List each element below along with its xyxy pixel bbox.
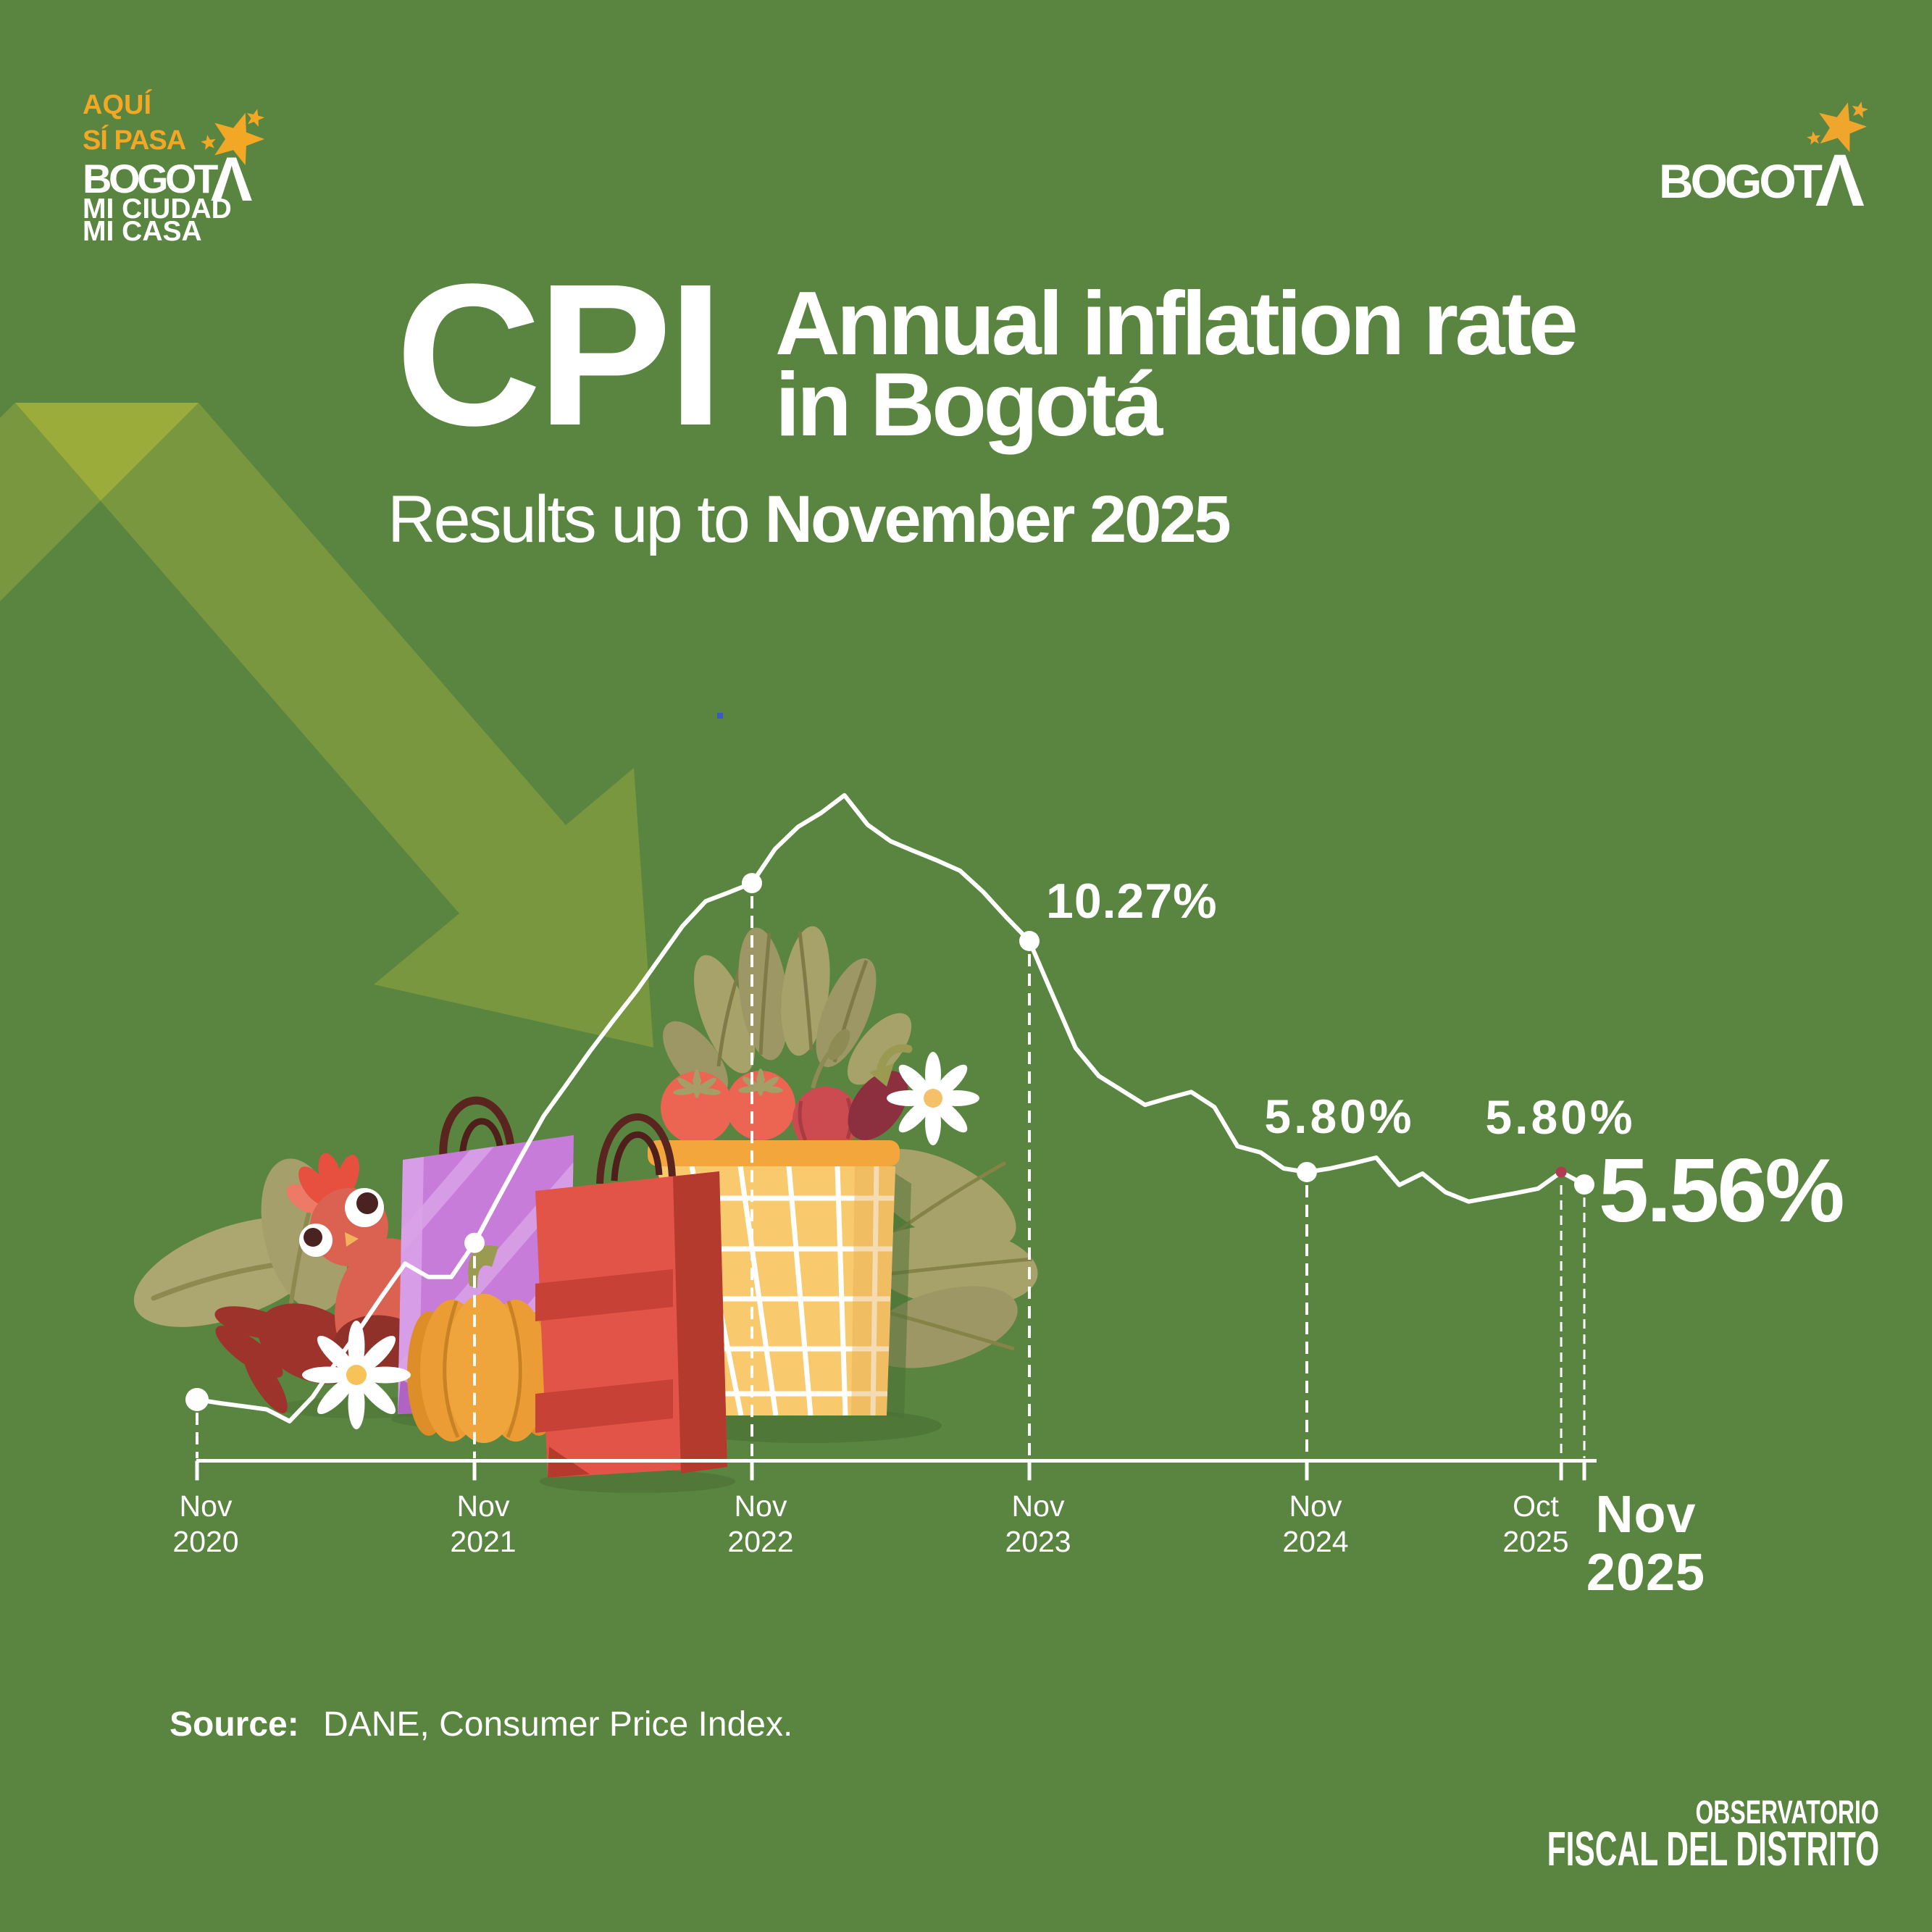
subtitle: Results up to November 2025	[388, 482, 1231, 556]
inflation-line	[195, 793, 1586, 1423]
data-point-marker	[1297, 1161, 1317, 1182]
axis-label-oct-2025: Oct 2025	[1502, 1489, 1569, 1558]
footer-fiscal: FISCAL DEL DISTRITO	[1547, 1822, 1879, 1876]
callout-nov-2023: 10.27%	[1046, 874, 1218, 929]
logo-left-line1: AQUÍ	[83, 90, 151, 120]
daisy-right	[887, 1052, 979, 1145]
callout-oct-2025: 5.80%	[1485, 1090, 1636, 1144]
footer-observatorio: OBSERVATORIO	[1695, 1794, 1879, 1831]
bird-beak	[345, 1232, 359, 1247]
eggplant	[848, 1044, 913, 1140]
axis-label-nov-2020: Nov 2020	[172, 1489, 239, 1558]
logo-left-line5: MI CASA	[83, 216, 202, 247]
callout-nov-2024: 5.80%	[1264, 1090, 1415, 1143]
data-point-marker	[185, 1387, 209, 1411]
bag-handle	[596, 1113, 676, 1184]
shadow	[887, 1174, 911, 1418]
star-icon	[1819, 102, 1867, 152]
data-point-highlight	[1555, 1166, 1567, 1178]
tomatoes	[661, 1069, 795, 1144]
data-point-marker	[1019, 931, 1040, 952]
axis-label-nov-2021: Nov 2021	[450, 1489, 517, 1558]
shadow	[540, 1470, 735, 1493]
star-icon	[1807, 131, 1820, 145]
logo-left-stars	[201, 109, 264, 166]
logo-left-line2: SÍ PASA	[83, 125, 186, 156]
star-icon	[201, 135, 216, 150]
trend-arrow-graphic	[0, 403, 653, 1047]
data-point-marker	[464, 1232, 485, 1253]
blue-dot-artifact	[717, 713, 723, 719]
bird-comb	[286, 1184, 322, 1214]
daisy-left	[302, 1321, 411, 1429]
title-heading: Annual inflation rate in Bogotá	[775, 274, 1578, 455]
axis-label-nov-2025: Nov 2025	[1586, 1486, 1706, 1602]
data-point-marker	[742, 873, 762, 894]
mountain-a: Λ	[1815, 139, 1865, 222]
axis-label-nov-2022: Nov 2022	[727, 1489, 794, 1558]
logo-right-stars	[1807, 101, 1868, 152]
star-icon	[246, 109, 264, 127]
star-icon	[1852, 101, 1868, 118]
data-point-marker	[1574, 1174, 1594, 1195]
basket-rim	[648, 1140, 900, 1166]
axis-label-nov-2023: Nov 2023	[1005, 1489, 1071, 1558]
source-note: Source: DANE, Consumer Price Index.	[170, 1705, 793, 1744]
axis-label-nov-2024: Nov 2024	[1282, 1489, 1349, 1558]
autumn-illustration	[133, 926, 1038, 1493]
shadow	[674, 1408, 942, 1443]
bag-handle	[439, 1096, 516, 1162]
logo-left-line4: MI CIUDAD	[83, 193, 232, 225]
callout-nov-2025: 5.56%	[1599, 1141, 1845, 1241]
red-bag	[535, 1113, 735, 1493]
pumpkin	[407, 1245, 561, 1443]
title-acronym: CPI	[396, 242, 724, 468]
logo-right-wordmark: BOGOTΛ	[1659, 139, 1865, 222]
star-icon	[214, 112, 264, 166]
